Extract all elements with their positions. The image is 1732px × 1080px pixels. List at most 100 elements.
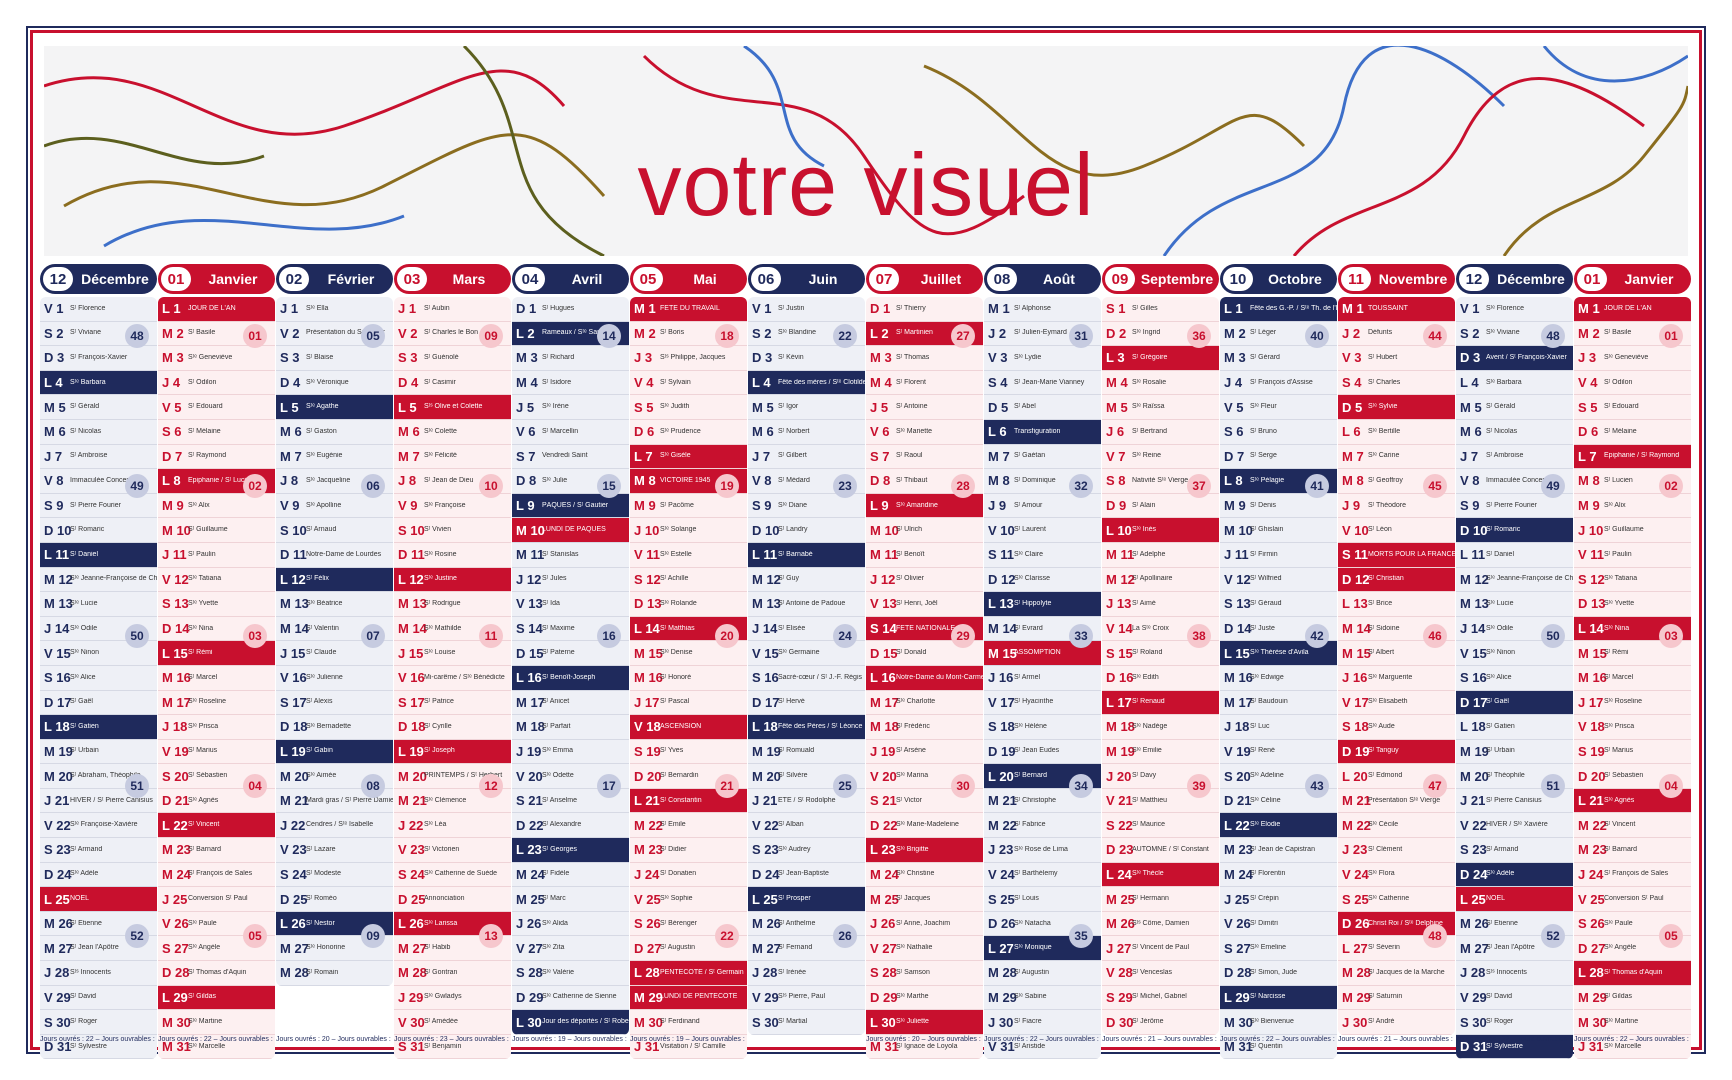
week-number-badge: 52: [125, 924, 149, 948]
day-row: M 22 Sᵗ Émile: [630, 813, 747, 839]
month-header: 08 Août: [984, 264, 1101, 294]
saint-name: Sᵗ Marcellin: [542, 427, 579, 435]
saint-name: Fête des G.-P. / Sᵗᵉ Th. de l'E.-J.: [1250, 304, 1337, 312]
day-number: J 17: [634, 694, 660, 710]
saint-name: Sᵗ Bérenger: [660, 919, 697, 927]
day-row: V 17 Sᵗᵉ Élisabeth: [1338, 691, 1455, 716]
saint-name: Épiphanie / Sᵗ Lucien: [188, 476, 254, 484]
saint-name: AUTOMNE / Sᵗ Constant: [1132, 845, 1209, 853]
saint-name: Sᵗ Venceslas: [1132, 968, 1173, 976]
day-row: M 1 TOUSSAINT: [1338, 297, 1455, 322]
day-row: M 4 Sᵗ Florent: [866, 371, 983, 396]
day-number: M 12: [44, 571, 73, 587]
saint-name: Sᵗᵉ Émeline: [1250, 944, 1287, 952]
day-row: L 29 Sᵗ Gildas: [158, 985, 275, 1011]
week-number-badge: 40: [1305, 324, 1329, 348]
day-number: V 28: [1106, 965, 1133, 981]
week-number-badge: 48: [1423, 924, 1447, 948]
day-row: J 5 Sᵗᵉ Irène: [512, 395, 629, 420]
saint-name: Sᵗ Gaël: [1486, 698, 1509, 706]
saint-name: Sᵗ Patrice: [424, 698, 454, 706]
saint-name: Sᵗᵉ Honorine: [306, 944, 346, 952]
saint-name: Sᵗ Firmin: [1250, 550, 1278, 558]
day-number: V 11: [1578, 547, 1605, 563]
day-row: L 13 Sᵗ Brice: [1338, 592, 1455, 617]
day-row: M 2 Sᵗ Boris: [630, 322, 747, 347]
day-row: S 2 Sᵗᵉ Viviane: [1456, 322, 1573, 347]
day-row: J 13 Sᵗ Aimé: [1102, 592, 1219, 617]
saint-name: Sᵗᵉ Martine: [1604, 1018, 1639, 1026]
day-row: J 21 Sᵗ Pierre Canisius: [1456, 789, 1573, 814]
month-name: Avril: [571, 271, 603, 287]
day-list: D 1 Sᵗ Thierry L 2 Sᵗ Martinien M 3 Sᵗ Thomas…: [866, 297, 983, 1060]
saint-name: Sᵗᵉ Audrey: [778, 845, 811, 853]
saint-name: Sᵗ Quentin: [1250, 1042, 1283, 1050]
day-row: J 14 Sᵗᵉ Odile: [40, 617, 157, 642]
day-row: M 27 Sᵗ Fernand: [748, 936, 865, 962]
day-number: M 25: [870, 891, 899, 907]
day-row: M 29 Sᵗ Gildas: [1574, 986, 1691, 1011]
month-number: 11: [1341, 267, 1371, 291]
day-number: L 13: [1342, 596, 1368, 612]
day-row: M 12 Sᵗ Guy: [748, 568, 865, 593]
day-number: V 4: [1578, 375, 1598, 391]
day-row: J 26 Sᵗᵉ Alida: [512, 912, 629, 937]
day-number: V 1: [752, 301, 772, 317]
day-number: V 9: [398, 498, 418, 514]
day-row: L 7 Sᵗᵉ Gisèle: [630, 444, 747, 470]
day-number: V 18: [634, 719, 661, 735]
day-row: D 18 Sᵗ Cyrille: [394, 715, 511, 740]
day-row: S 27 Sᵗᵉ Angèle: [158, 936, 275, 962]
day-row: M 23 Sᵗ Barnard: [1574, 838, 1691, 863]
saint-name: Sᵗ Jérôme: [1132, 1018, 1164, 1026]
week-number-badge: 46: [1423, 624, 1447, 648]
day-row: D 4 Sᵗ Casimir: [394, 371, 511, 396]
saint-name: Sᵗ Honoré: [660, 673, 692, 681]
saint-name: Sᵗᵉ Ingrid: [1132, 329, 1161, 337]
saint-name: Sᵗ Anne, Joachim: [896, 919, 951, 927]
day-number: M 6: [280, 424, 302, 440]
day-row: M 13 Sᵗᵉ Lucie: [40, 592, 157, 617]
day-number: M 20: [44, 768, 73, 784]
saint-name: Sᵗ Jules: [542, 575, 567, 583]
day-number: J 24: [634, 866, 660, 882]
day-row: L 5 Sᵗˢ Olive et Colette: [394, 395, 511, 420]
saint-name: Sᵗᵉ Martine: [188, 1018, 223, 1026]
saint-name: Sᵗ Romaric: [70, 526, 105, 534]
day-number: J 1: [398, 301, 417, 317]
day-number: V 11: [634, 547, 661, 563]
saint-name: Sᵗᵉ Barbara: [70, 378, 106, 386]
day-number: V 15: [752, 645, 779, 661]
day-row: V 4 Sᵗ Sylvain: [630, 371, 747, 396]
day-number: J 18: [162, 719, 188, 735]
saint-name: ASCENSION: [660, 722, 702, 730]
day-number: M 4: [1106, 375, 1128, 391]
day-row: S 30 Sᵗ Roger: [40, 1010, 157, 1035]
day-row: J 28 Sᵗ Irénée: [748, 961, 865, 986]
day-number: V 13: [870, 596, 897, 612]
day-number: V 24: [988, 866, 1015, 882]
day-row: M 31 Sᵗᵉ Marcelle: [158, 1035, 275, 1060]
day-row: L 11 Sᵗ Daniel: [1456, 543, 1573, 568]
day-number: M 15: [1342, 645, 1371, 661]
week-number-badge: 01: [1659, 324, 1683, 348]
saint-name: Sᵗ Olivier: [896, 575, 924, 583]
day-number: M 22: [988, 817, 1017, 833]
day-row: V 2 Sᵗ Charles le Bon: [394, 322, 511, 347]
day-number: M 13: [280, 596, 309, 612]
saint-name: Notre-Dame de Lourdes: [306, 550, 382, 558]
saint-name: Sᵗ Matthias: [660, 624, 695, 632]
day-row: S 5 Sᵗ Édouard: [1574, 395, 1691, 420]
saint-name: Sᵗ Victor: [896, 796, 922, 804]
day-row: J 19 Sᵗᵉ Emma: [512, 740, 629, 765]
day-row: J 16 Sᵗᵉ Marguerite: [1338, 666, 1455, 691]
saint-name: Sᵗᵉ Paule: [1604, 919, 1633, 927]
saint-name: Sᵗ Jean-Marie Vianney: [1014, 378, 1085, 386]
day-row: L 30 Jour des déportés / Sᵗ Robert: [512, 1010, 629, 1035]
month-name: Octobre: [1268, 271, 1322, 287]
day-number: D 8: [516, 473, 537, 489]
day-row: V 12 Sᵗ Wilfried: [1220, 568, 1337, 593]
saint-name: Sᵗᵉ Odette: [542, 772, 574, 780]
